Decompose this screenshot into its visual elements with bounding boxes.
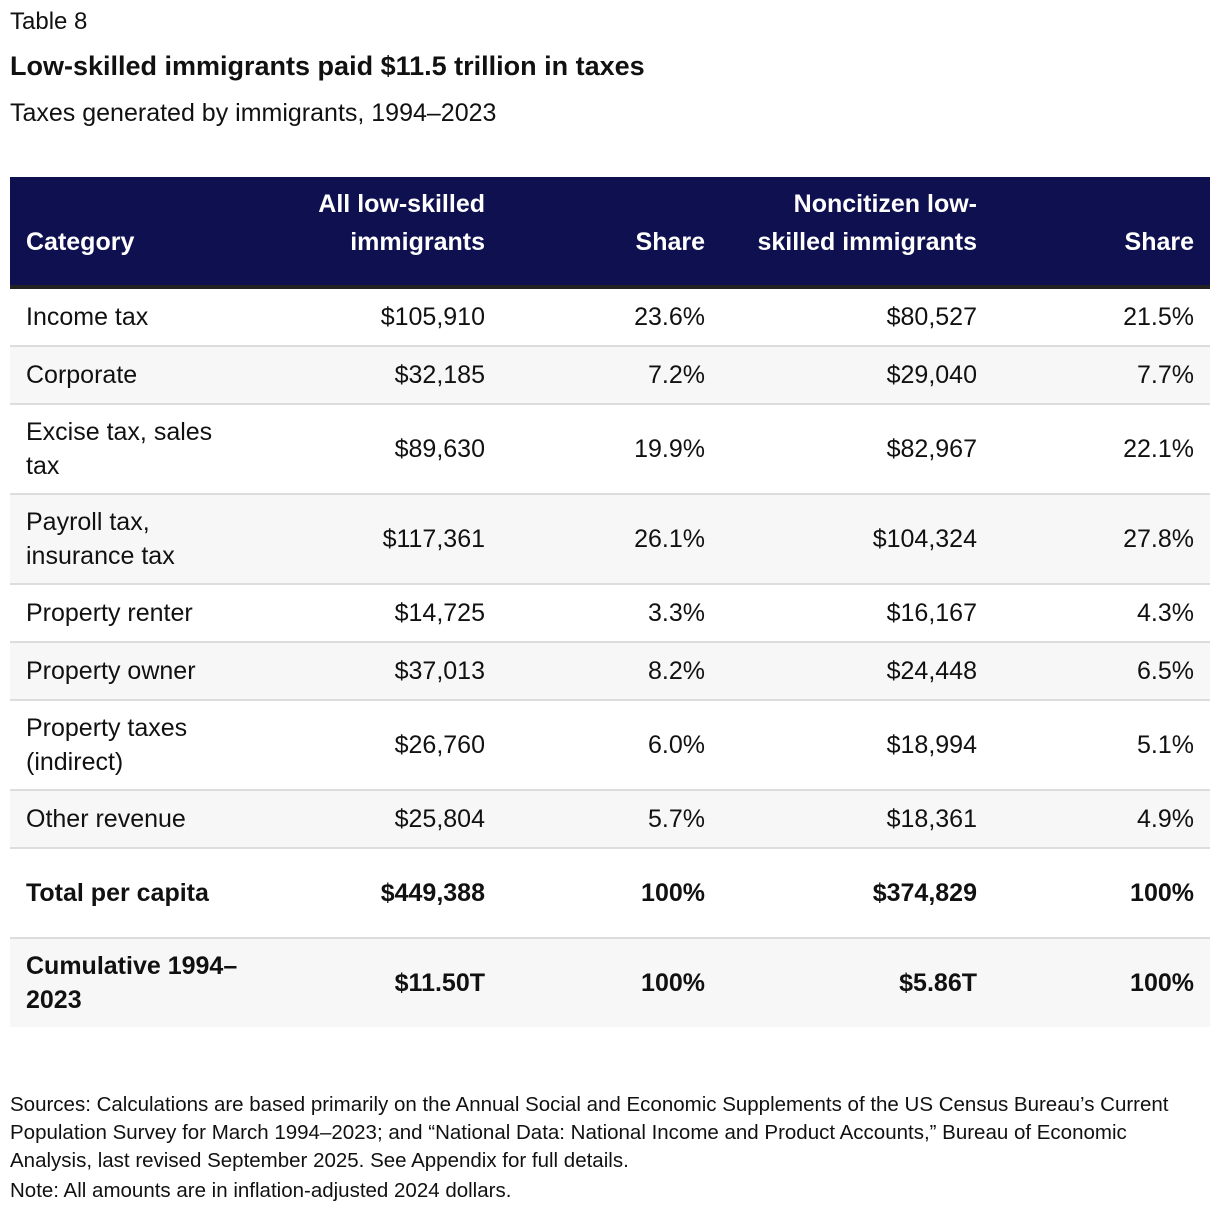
- category-cell: Payroll tax, insurance tax: [10, 494, 260, 585]
- value-cell: 19.9%: [501, 404, 721, 495]
- value-cell: $18,361: [721, 790, 993, 849]
- value-cell: 4.3%: [993, 584, 1210, 643]
- table-row: Income tax $105,910 23.6% $80,527 21.5%: [10, 287, 1210, 347]
- column-header: Category: [10, 177, 260, 289]
- table-row: Total per capita $449,388 100% $374,829 100%: [10, 848, 1210, 939]
- value-cell: $16,167: [721, 584, 993, 643]
- value-cell: $11.50T: [260, 938, 501, 1027]
- table-row: Payroll tax, insurance tax $117,361 26.1% $…: [10, 494, 1210, 585]
- value-cell: $80,527: [721, 287, 993, 347]
- table-row: Excise tax, sales tax $89,630 19.9% $82,967…: [10, 404, 1210, 495]
- tax-table: Category All low-skilled immigrants Shar…: [10, 177, 1210, 1027]
- value-cell: 21.5%: [993, 287, 1210, 347]
- value-cell: $25,804: [260, 790, 501, 849]
- value-cell: $5.86T: [721, 938, 993, 1027]
- value-cell: $29,040: [721, 346, 993, 405]
- value-cell: 26.1%: [501, 494, 721, 585]
- table-row: Corporate $32,185 7.2% $29,040 7.7%: [10, 346, 1210, 405]
- value-cell: 100%: [993, 848, 1210, 939]
- value-cell: $24,448: [721, 642, 993, 701]
- sources-text: Sources: Calculations are based primaril…: [10, 1093, 1169, 1172]
- value-cell: $14,725: [260, 584, 501, 643]
- value-cell: 22.1%: [993, 404, 1210, 495]
- value-cell: $37,013: [260, 642, 501, 701]
- value-cell: 23.6%: [501, 287, 721, 347]
- column-header: Share: [993, 177, 1210, 289]
- table-title: Low-skilled immigrants paid $11.5 trilli…: [10, 51, 645, 81]
- value-cell: 100%: [993, 938, 1210, 1027]
- table-number: Table 8: [10, 8, 88, 35]
- value-cell: 6.0%: [501, 700, 721, 791]
- table-row: Cumulative 1994–2023 $11.50T 100% $5.86T 100…: [10, 938, 1210, 1027]
- value-cell: $117,361: [260, 494, 501, 585]
- category-cell: Corporate: [10, 346, 260, 405]
- category-cell: Income tax: [10, 287, 260, 347]
- value-cell: 100%: [501, 848, 721, 939]
- value-cell: $105,910: [260, 287, 501, 347]
- value-cell: 7.7%: [993, 346, 1210, 405]
- note-text: Note: All amounts are in inflation-adjus…: [10, 1179, 512, 1202]
- column-header: All low-skilled immigrants: [260, 177, 501, 289]
- value-cell: $18,994: [721, 700, 993, 791]
- table-subtitle: Taxes generated by immigrants, 1994–2023: [10, 99, 497, 127]
- table-row: Other revenue $25,804 5.7% $18,361 4.9%: [10, 790, 1210, 849]
- value-cell: $26,760: [260, 700, 501, 791]
- value-cell: 3.3%: [501, 584, 721, 643]
- category-cell: Property renter: [10, 584, 260, 643]
- value-cell: 5.1%: [993, 700, 1210, 791]
- value-cell: 4.9%: [993, 790, 1210, 849]
- table-row: Property taxes (indirect) $26,760 6.0% $18,…: [10, 700, 1210, 791]
- category-cell: Total per capita: [10, 848, 260, 939]
- value-cell: $374,829: [721, 848, 993, 939]
- category-cell: Excise tax, sales tax: [10, 404, 260, 495]
- value-cell: $82,967: [721, 404, 993, 495]
- value-cell: $104,324: [721, 494, 993, 585]
- value-cell: 6.5%: [993, 642, 1210, 701]
- value-cell: 8.2%: [501, 642, 721, 701]
- column-header: Share: [501, 177, 721, 289]
- value-cell: $89,630: [260, 404, 501, 495]
- value-cell: 100%: [501, 938, 721, 1027]
- header-row: Category All low-skilled immigrants Shar…: [10, 177, 1210, 289]
- category-cell: Property taxes (indirect): [10, 700, 260, 791]
- value-cell: 27.8%: [993, 494, 1210, 585]
- category-cell: Other revenue: [10, 790, 260, 849]
- value-cell: $32,185: [260, 346, 501, 405]
- category-cell: Property owner: [10, 642, 260, 701]
- table-row: Property owner $37,013 8.2% $24,448 6.5%: [10, 642, 1210, 701]
- category-cell: Cumulative 1994–2023: [10, 938, 260, 1027]
- column-header: Noncitizen low-skilled immigrants: [721, 177, 993, 289]
- value-cell: 5.7%: [501, 790, 721, 849]
- value-cell: 7.2%: [501, 346, 721, 405]
- value-cell: $449,388: [260, 848, 501, 939]
- table-row: Property renter $14,725 3.3% $16,167 4.3%: [10, 584, 1210, 643]
